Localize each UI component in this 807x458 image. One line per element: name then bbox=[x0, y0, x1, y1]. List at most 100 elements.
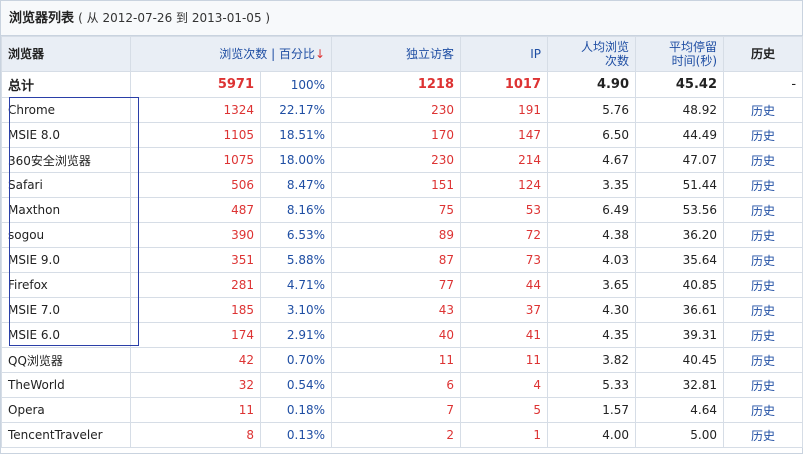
history-link[interactable]: 历史 bbox=[723, 97, 804, 123]
ip-cell: 37 bbox=[460, 297, 549, 323]
avg-views-cell: 3.82 bbox=[547, 347, 637, 373]
avg-time-cell: 5.00 bbox=[635, 422, 725, 448]
uv-cell: 230 bbox=[331, 147, 462, 173]
avg-time-cell: 47.07 bbox=[635, 147, 725, 173]
history-link[interactable]: 历史 bbox=[723, 247, 804, 273]
col-uv[interactable]: 独立访客 bbox=[331, 36, 462, 72]
history-link[interactable]: 历史 bbox=[723, 322, 804, 348]
history-link[interactable]: 历史 bbox=[723, 172, 804, 198]
pct-cell: 5.88% bbox=[259, 247, 333, 273]
uv-cell: 170 bbox=[331, 122, 462, 148]
avg-views-cell: 1.57 bbox=[547, 397, 637, 423]
ip-cell: 72 bbox=[460, 222, 549, 248]
total-avg-time: 45.42 bbox=[635, 71, 725, 98]
table-row: Safari 506 8.47% 151 124 3.35 51.44 历史 bbox=[1, 172, 804, 198]
avg-time-cell: 44.49 bbox=[635, 122, 725, 148]
date-range: ( 从 2012-07-26 到 2013-01-05 ) bbox=[78, 11, 271, 25]
ip-cell: 1 bbox=[460, 422, 549, 448]
total-pct: 100% bbox=[259, 71, 333, 98]
uv-cell: 43 bbox=[331, 297, 462, 323]
col-pct-label[interactable]: 百分比 bbox=[278, 47, 315, 61]
uv-cell: 11 bbox=[331, 347, 462, 373]
table-row: MSIE 6.0 174 2.91% 40 41 4.35 39.31 历史 bbox=[1, 322, 804, 348]
table-row: QQ浏览器 42 0.70% 11 11 3.82 40.45 历史 bbox=[1, 347, 804, 373]
col-avg-time[interactable]: 平均停留 时间(秒) bbox=[635, 36, 725, 72]
visits-cell: 1324 bbox=[130, 97, 261, 123]
pct-cell: 8.16% bbox=[259, 197, 333, 223]
avg-time-cell: 32.81 bbox=[635, 372, 725, 398]
table-row: Chrome 1324 22.17% 230 191 5.76 48.92 历史 bbox=[1, 97, 804, 123]
visits-cell: 42 bbox=[130, 347, 261, 373]
avg-time-cell: 48.92 bbox=[635, 97, 725, 123]
visits-cell: 32 bbox=[130, 372, 261, 398]
uv-cell: 89 bbox=[331, 222, 462, 248]
uv-cell: 87 bbox=[331, 247, 462, 273]
col-browser[interactable]: 浏览器 bbox=[1, 36, 131, 72]
table-row: TheWorld 32 0.54% 6 4 5.33 32.81 历史 bbox=[1, 372, 804, 398]
history-link[interactable]: 历史 bbox=[723, 372, 804, 398]
pct-cell: 4.71% bbox=[259, 272, 333, 298]
avg-time-cell: 36.61 bbox=[635, 297, 725, 323]
history-link[interactable]: 历史 bbox=[723, 122, 804, 148]
history-link[interactable]: 历史 bbox=[723, 147, 804, 173]
browser-name-cell: MSIE 6.0 bbox=[1, 322, 131, 348]
col-visits-label[interactable]: 浏览次数 bbox=[219, 47, 268, 61]
history-link[interactable]: 历史 bbox=[723, 297, 804, 323]
uv-cell: 2 bbox=[331, 422, 462, 448]
ip-cell: 73 bbox=[460, 247, 549, 273]
history-link[interactable]: 历史 bbox=[723, 197, 804, 223]
avg-time-cell: 40.85 bbox=[635, 272, 725, 298]
table-row: sogou 390 6.53% 89 72 4.38 36.20 历史 bbox=[1, 222, 804, 248]
history-link[interactable]: 历史 bbox=[723, 422, 804, 448]
visits-cell: 351 bbox=[130, 247, 261, 273]
ip-cell: 124 bbox=[460, 172, 549, 198]
avg-views-cell: 5.76 bbox=[547, 97, 637, 123]
history-link[interactable]: 历史 bbox=[723, 397, 804, 423]
pct-cell: 8.47% bbox=[259, 172, 333, 198]
visits-cell: 390 bbox=[130, 222, 261, 248]
browser-name-cell: Safari bbox=[1, 172, 131, 198]
browser-name-cell: TencentTraveler bbox=[1, 422, 131, 448]
avg-time-cell: 39.31 bbox=[635, 322, 725, 348]
col-avg-time-line1: 平均停留 bbox=[669, 40, 718, 54]
col-visits-pct[interactable]: 浏览次数 | 百分比↓ bbox=[129, 36, 333, 72]
history-link[interactable]: 历史 bbox=[723, 222, 804, 248]
col-avg-views[interactable]: 人均浏览 次数 bbox=[547, 36, 637, 72]
uv-cell: 230 bbox=[331, 97, 462, 123]
browser-name-cell: TheWorld bbox=[1, 372, 131, 398]
visits-cell: 8 bbox=[130, 422, 261, 448]
pct-cell: 3.10% bbox=[259, 297, 333, 323]
sort-desc-icon: ↓ bbox=[314, 47, 326, 61]
pct-cell: 6.53% bbox=[259, 222, 333, 248]
avg-views-cell: 3.35 bbox=[547, 172, 637, 198]
total-label: 总计 bbox=[1, 71, 131, 98]
browser-name-cell: 360安全浏览器 bbox=[1, 147, 131, 173]
col-avg-time-line2: 时间(秒) bbox=[671, 54, 718, 68]
total-uv: 1218 bbox=[331, 71, 462, 98]
table-row: Opera 11 0.18% 7 5 1.57 4.64 历史 bbox=[1, 397, 804, 423]
pct-cell: 0.70% bbox=[259, 347, 333, 373]
total-row: 总计 5971 100% 1218 1017 4.90 45.42 - bbox=[1, 71, 804, 98]
pct-cell: 0.18% bbox=[259, 397, 333, 423]
total-ip: 1017 bbox=[460, 71, 549, 98]
avg-views-cell: 4.30 bbox=[547, 297, 637, 323]
ip-cell: 191 bbox=[460, 97, 549, 123]
col-ip[interactable]: IP bbox=[460, 36, 549, 72]
history-link[interactable]: 历史 bbox=[723, 347, 804, 373]
table-row: MSIE 8.0 1105 18.51% 170 147 6.50 44.49 历史 bbox=[1, 122, 804, 148]
history-link[interactable]: 历史 bbox=[723, 272, 804, 298]
browser-name-cell: QQ浏览器 bbox=[1, 347, 131, 373]
browser-name-cell: Opera bbox=[1, 397, 131, 423]
col-history: 历史 bbox=[723, 36, 804, 72]
browser-name-cell: sogou bbox=[1, 222, 131, 248]
browser-name-cell: MSIE 7.0 bbox=[1, 297, 131, 323]
visits-cell: 1105 bbox=[130, 122, 261, 148]
avg-time-cell: 53.56 bbox=[635, 197, 725, 223]
avg-views-cell: 4.35 bbox=[547, 322, 637, 348]
pct-cell: 0.54% bbox=[259, 372, 333, 398]
table-row: Firefox 281 4.71% 77 44 3.65 40.85 历史 bbox=[1, 272, 804, 298]
panel-title: 浏览器列表 bbox=[9, 11, 75, 26]
avg-views-cell: 4.03 bbox=[547, 247, 637, 273]
avg-views-cell: 4.38 bbox=[547, 222, 637, 248]
avg-views-cell: 6.50 bbox=[547, 122, 637, 148]
